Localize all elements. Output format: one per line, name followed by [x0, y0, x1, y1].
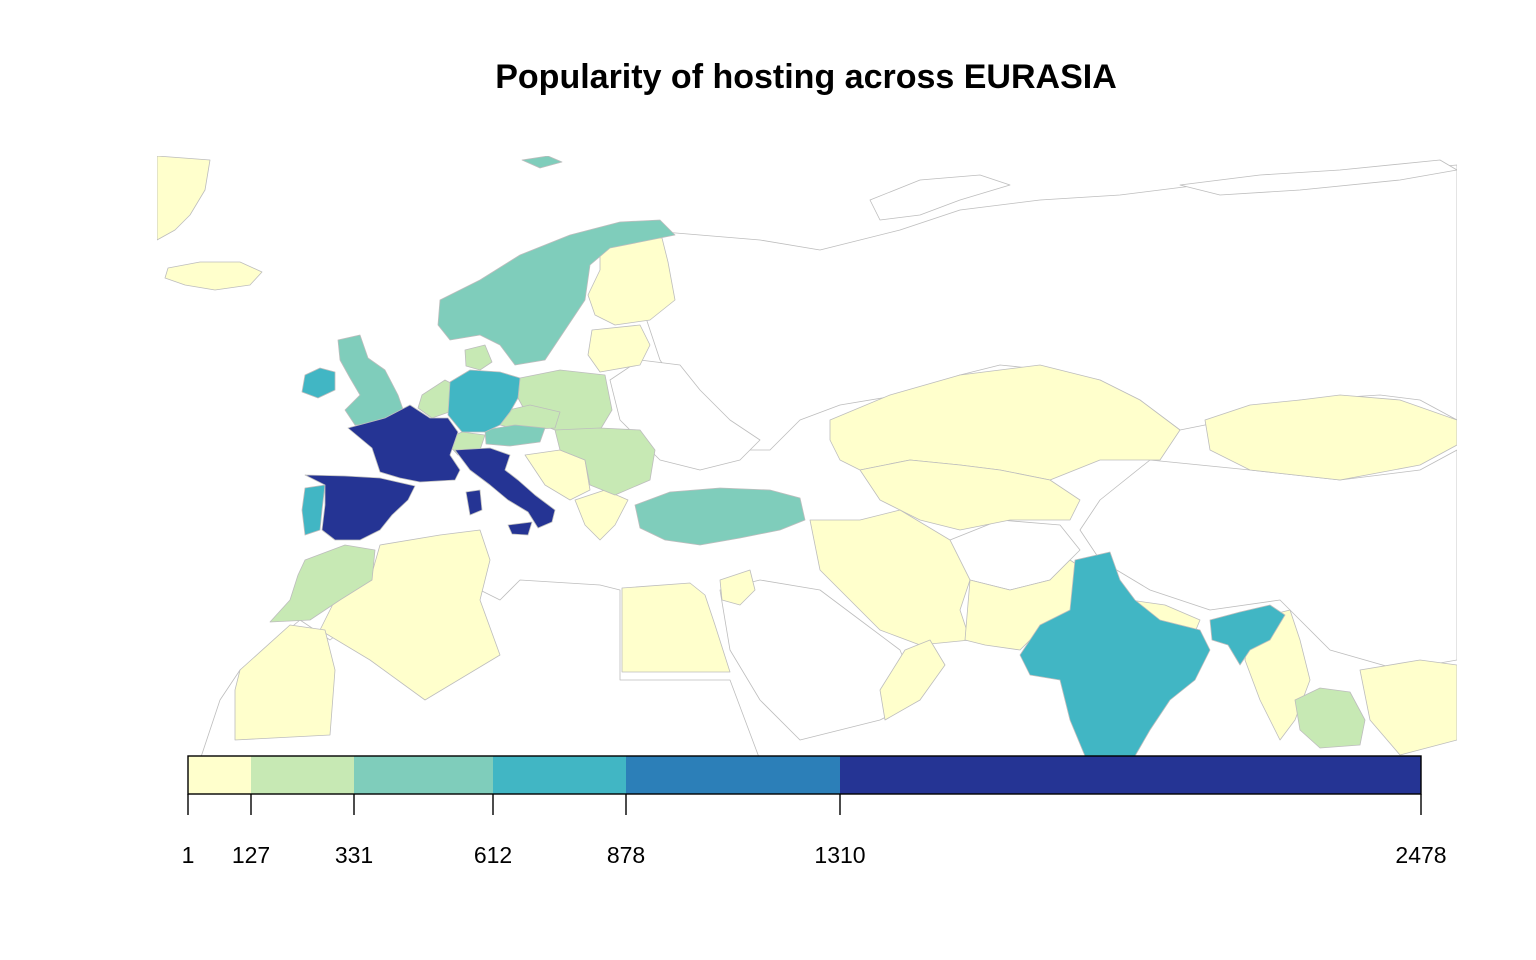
region-greece	[574, 489, 629, 541]
region-bangladesh-northeast	[1209, 604, 1286, 666]
region-central-asia	[859, 459, 1081, 531]
legend-labels: 1 127 331 612 878 1310 2478	[182, 842, 1447, 868]
region-indochina	[1359, 659, 1457, 756]
legend-swatch	[626, 756, 840, 794]
region-france	[347, 404, 461, 483]
region-thailand	[1294, 687, 1366, 749]
legend-label: 878	[607, 842, 645, 868]
region-italy	[454, 447, 556, 529]
legend-swatches	[188, 756, 1421, 794]
region-greenland	[157, 156, 211, 241]
region-arctic-norway	[521, 156, 563, 169]
legend-swatch	[251, 756, 354, 794]
region-sardinia	[465, 489, 483, 516]
region-germany	[447, 369, 521, 433]
region-svalbard	[1179, 159, 1457, 196]
legend: 1 127 331 612 878 1310 2478	[182, 755, 1447, 868]
region-oman	[879, 639, 946, 721]
legend-label: 127	[232, 842, 270, 868]
region-iceland	[164, 261, 263, 291]
region-western-sahara	[234, 624, 336, 741]
region-morocco	[269, 544, 376, 623]
legend-label: 331	[335, 842, 373, 868]
region-mongolia	[1204, 394, 1457, 481]
region-syria-jordan	[719, 569, 756, 606]
region-china-east	[1079, 449, 1457, 671]
countries-layer	[157, 156, 1457, 756]
legend-frame	[187, 755, 1422, 795]
legend-swatch	[493, 756, 626, 794]
region-romania-bulgaria	[554, 427, 656, 496]
region-denmark	[464, 344, 493, 371]
region-arctic-islands	[869, 174, 1011, 221]
legend-swatch	[840, 756, 1421, 794]
legend-label: 1310	[814, 842, 865, 868]
legend-label: 2478	[1395, 842, 1446, 868]
region-baltics	[587, 324, 651, 373]
region-iran	[809, 509, 971, 646]
legend-label: 612	[474, 842, 512, 868]
region-sicily	[507, 521, 533, 536]
region-kazakhstan	[829, 364, 1181, 481]
legend-ticks	[187, 794, 1422, 815]
map-title: Popularity of hosting across EURASIA	[495, 58, 1117, 96]
region-spain	[304, 474, 416, 541]
region-norway-sweden	[437, 219, 676, 366]
legend-swatch	[354, 756, 493, 794]
region-ireland	[301, 367, 336, 399]
region-portugal	[301, 484, 326, 536]
region-turkey	[634, 487, 806, 546]
region-united-kingdom	[337, 334, 406, 426]
legend-swatch	[188, 756, 251, 794]
region-india	[1019, 551, 1211, 756]
region-egypt	[621, 582, 731, 673]
legend-label: 1	[182, 842, 195, 868]
region-austria	[484, 424, 546, 447]
